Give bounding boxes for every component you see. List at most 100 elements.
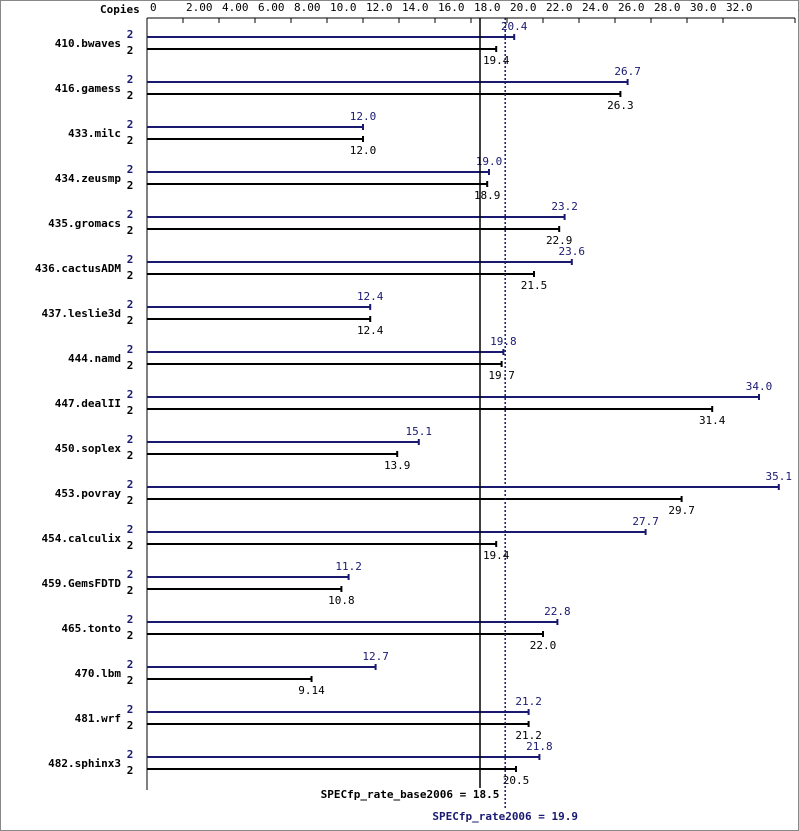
category-label: 453.povray xyxy=(55,487,122,500)
value-label: 11.2 xyxy=(335,560,362,573)
value-label: 29.7 xyxy=(668,504,695,517)
copies-label: 2 xyxy=(127,28,134,41)
category-label: 437.leslie3d xyxy=(42,307,121,320)
copies-label: 2 xyxy=(127,269,134,282)
category-label: 459.GemsFDTD xyxy=(42,577,122,590)
value-label: 12.7 xyxy=(362,650,389,663)
category-label: 416.gamess xyxy=(55,82,121,95)
x-tick-label: 30.0 xyxy=(690,1,717,14)
value-label: 26.7 xyxy=(614,65,641,78)
value-label: 21.8 xyxy=(526,740,553,753)
category-label: 481.wrf xyxy=(75,712,121,725)
copies-label: 2 xyxy=(127,539,134,552)
copies-label: 2 xyxy=(127,134,134,147)
value-label: 13.9 xyxy=(384,459,411,472)
copies-label: 2 xyxy=(127,298,134,311)
copies-label: 2 xyxy=(127,89,134,102)
x-tick-label: 2.00 xyxy=(186,1,213,14)
value-label: 21.2 xyxy=(515,729,542,742)
x-tick-label: 0 xyxy=(150,1,157,14)
value-label: 12.0 xyxy=(350,110,377,123)
value-label: 21.2 xyxy=(515,695,542,708)
x-tick-label: 14.0 xyxy=(402,1,429,14)
value-label: 27.7 xyxy=(632,515,659,528)
copies-label: 2 xyxy=(127,314,134,327)
copies-label: 2 xyxy=(127,748,134,761)
value-label: 26.3 xyxy=(607,99,634,112)
value-label: 12.4 xyxy=(357,324,384,337)
copies-label: 2 xyxy=(127,523,134,536)
reference-label: SPECfp_rate2006 = 19.9 xyxy=(432,810,578,823)
copies-label: 2 xyxy=(127,73,134,86)
copies-label: 2 xyxy=(127,208,134,221)
category-label: 444.namd xyxy=(68,352,121,365)
copies-label: 2 xyxy=(127,674,134,687)
copies-label: 2 xyxy=(127,433,134,446)
reference-label: SPECfp_rate_base2006 = 18.5 xyxy=(321,788,500,801)
x-tick-label: 20.0 xyxy=(510,1,537,14)
value-label: 9.14 xyxy=(298,684,325,697)
value-label: 20.4 xyxy=(501,20,528,33)
value-label: 23.2 xyxy=(551,200,578,213)
value-label: 23.6 xyxy=(559,245,586,258)
value-label: 12.0 xyxy=(350,144,377,157)
value-label: 19.8 xyxy=(490,335,517,348)
category-label: 434.zeusmp xyxy=(55,172,122,185)
copies-label: 2 xyxy=(127,253,134,266)
x-tick-label: 18.0 xyxy=(474,1,501,14)
value-label: 19.0 xyxy=(476,155,503,168)
value-label: 15.1 xyxy=(406,425,433,438)
copies-label: 2 xyxy=(127,568,134,581)
copies-label: 2 xyxy=(127,404,134,417)
copies-label: 2 xyxy=(127,703,134,716)
copies-label: 2 xyxy=(127,44,134,57)
copies-label: 2 xyxy=(127,719,134,732)
category-label: 433.milc xyxy=(68,127,121,140)
value-label: 18.9 xyxy=(474,189,501,202)
x-tick-label: 16.0 xyxy=(438,1,465,14)
copies-label: 2 xyxy=(127,584,134,597)
value-label: 22.8 xyxy=(544,605,571,618)
copies-label: 2 xyxy=(127,179,134,192)
copies-label: 2 xyxy=(127,629,134,642)
copies-label: 2 xyxy=(127,343,134,356)
x-tick-label: 6.00 xyxy=(258,1,285,14)
copies-label: 2 xyxy=(127,224,134,237)
copies-label: 2 xyxy=(127,388,134,401)
value-label: 10.8 xyxy=(328,594,355,607)
category-label: 450.soplex xyxy=(55,442,122,455)
x-tick-label: 10.0 xyxy=(330,1,357,14)
copies-header: Copies xyxy=(100,3,140,16)
x-tick-label: 22.0 xyxy=(546,1,573,14)
copies-label: 2 xyxy=(127,478,134,491)
value-label: 20.5 xyxy=(503,774,530,787)
x-tick-label: 24.0 xyxy=(582,1,609,14)
category-label: 482.sphinx3 xyxy=(48,757,121,770)
category-label: 435.gromacs xyxy=(48,217,121,230)
x-tick-label: 8.00 xyxy=(294,1,321,14)
value-label: 19.4 xyxy=(483,549,510,562)
copies-label: 2 xyxy=(127,118,134,131)
value-label: 35.1 xyxy=(766,470,793,483)
x-tick-label: 28.0 xyxy=(654,1,681,14)
value-label: 19.7 xyxy=(488,369,515,382)
copies-label: 2 xyxy=(127,658,134,671)
copies-label: 2 xyxy=(127,449,134,462)
value-label: 31.4 xyxy=(699,414,726,427)
category-label: 436.cactusADM xyxy=(35,262,121,275)
category-label: 447.dealII xyxy=(55,397,121,410)
value-label: 21.5 xyxy=(521,279,548,292)
category-label: 410.bwaves xyxy=(55,37,121,50)
category-label: 465.tonto xyxy=(61,622,121,635)
x-tick-label: 32.0 xyxy=(726,1,753,14)
copies-label: 2 xyxy=(127,613,134,626)
value-label: 22.9 xyxy=(546,234,573,247)
copies-label: 2 xyxy=(127,494,134,507)
x-tick-label: 12.0 xyxy=(366,1,393,14)
copies-label: 2 xyxy=(127,764,134,777)
category-label: 470.lbm xyxy=(75,667,122,680)
category-label: 454.calculix xyxy=(42,532,122,545)
value-label: 22.0 xyxy=(530,639,557,652)
